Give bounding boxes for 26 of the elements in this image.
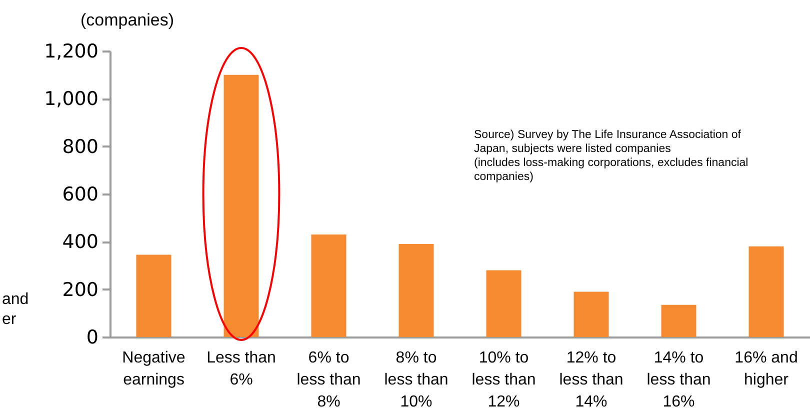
bar: [661, 304, 696, 337]
bar: [136, 254, 172, 337]
text: and er: [2, 291, 29, 328]
bar: [574, 292, 609, 337]
y-tick-label: 400: [62, 231, 98, 254]
x-tick-label: 10% to less than 12%: [472, 350, 536, 410]
annotation: Source) Survey by The Life Insurance Association of Japan, subjects were listed companies (includes loss-making corporations, excludes financial companies): [474, 129, 748, 183]
y-tick-label: 1,200: [44, 40, 98, 62]
y-tick-label: 1,000: [44, 88, 98, 110]
x-tick-label: 12% to less than 14%: [559, 350, 624, 410]
x-tick-label: 6% to less than 8%: [296, 350, 361, 410]
x-tick-label: Less than 6%: [206, 350, 276, 388]
bar: [398, 244, 434, 337]
x-tick-label: 16% and higher: [734, 350, 798, 388]
bar: [486, 270, 522, 337]
x-tick-label: 8% to less than 10%: [384, 350, 448, 410]
y-tick-label: 800: [62, 136, 98, 158]
x-tick-label: Negative earnings: [122, 350, 186, 388]
bar: [748, 246, 784, 337]
bar: [311, 234, 346, 337]
y-tick-label: 0: [86, 326, 98, 348]
bar: [224, 74, 259, 337]
y-axis-title: (companies): [80, 10, 174, 30]
y-tick-label: 200: [62, 278, 98, 301]
x-tick-label: 14% to less than 16%: [646, 350, 711, 410]
y-tick-label: 600: [62, 184, 98, 206]
